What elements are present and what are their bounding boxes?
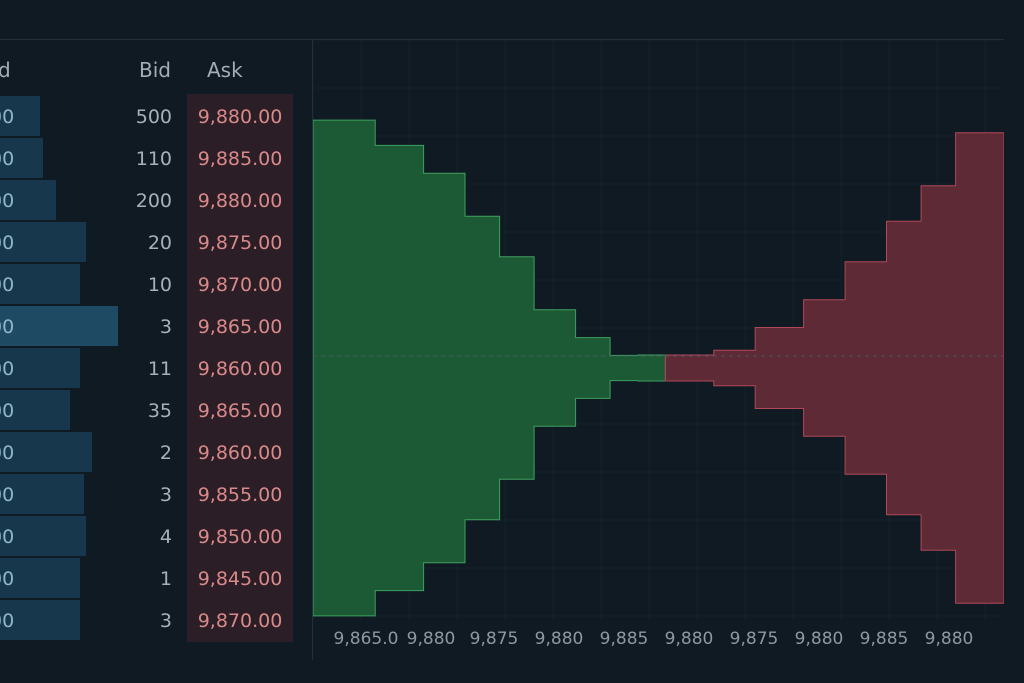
bid-depth-bar <box>0 180 56 220</box>
x-tick-label: 9,880 <box>795 629 844 649</box>
bid-quantity: 11 <box>147 358 172 380</box>
left-value: .00 <box>0 400 15 422</box>
bid-quantity: 35 <box>147 400 172 422</box>
bid-quantity: 10 <box>147 274 172 296</box>
bid-depth-bar <box>0 306 118 346</box>
ask-depth-area <box>664 132 1004 604</box>
left-value: .00 <box>0 274 15 296</box>
left-value: .00 <box>0 190 15 212</box>
bid-depth-bar <box>0 432 92 472</box>
bid-quantity: 200 <box>135 190 172 212</box>
bid-depth-bar <box>0 348 80 388</box>
left-value: .00 <box>0 232 15 254</box>
order-book-row[interactable]: .00 500 9,880.00 <box>0 96 300 138</box>
x-tick-label: 9,880 <box>407 629 456 649</box>
left-value: .00 <box>0 568 15 590</box>
ask-price: 9,885.00 <box>197 148 283 170</box>
x-tick-label: 9,885 <box>860 629 909 649</box>
bid-depth-bar <box>0 138 43 178</box>
order-book-row[interactable]: .00 2 9,860.00 <box>0 432 300 474</box>
left-value: .00 <box>0 148 15 170</box>
bid-quantity: 1 <box>159 568 172 590</box>
ask-price: 9,880.00 <box>197 190 283 212</box>
order-book-row[interactable]: .00 1 9,845.00 <box>0 558 300 600</box>
left-value: .00 <box>0 442 15 464</box>
order-book-row[interactable]: .00 35 9,865.00 <box>0 390 300 432</box>
left-value: .00 <box>0 358 15 380</box>
ask-price: 9,860.00 <box>197 442 283 464</box>
x-tick-label: 9,885 <box>600 629 649 649</box>
ask-price: 9,850.00 <box>197 526 283 548</box>
bid-quantity: 3 <box>159 484 172 506</box>
order-book-row[interactable]: .00 3 9,865.00 <box>0 306 300 348</box>
x-tick-label: 9,875 <box>730 629 779 649</box>
left-value: .00 <box>0 316 15 338</box>
bid-quantity: 3 <box>159 610 172 632</box>
ask-price: 9,865.00 <box>197 400 283 422</box>
x-tick-label: 9,875 <box>470 629 519 649</box>
bid-depth-bar <box>0 222 86 262</box>
bid-depth-bar <box>0 96 40 136</box>
x-tick-label: 9,880 <box>535 629 584 649</box>
ask-price: 9,880.00 <box>197 106 283 128</box>
ask-price: 9,855.00 <box>197 484 283 506</box>
bid-quantity: 3 <box>159 316 172 338</box>
left-value: .00 <box>0 610 15 632</box>
order-book-row[interactable]: .00 10 9,870.00 <box>0 264 300 306</box>
ask-price: 9,860.00 <box>197 358 283 380</box>
ask-price: 9,870.00 <box>197 610 283 632</box>
bid-quantity: 110 <box>135 148 172 170</box>
ask-price: 9,845.00 <box>197 568 283 590</box>
order-book-row[interactable]: .00 200 9,880.00 <box>0 180 300 222</box>
left-value: .00 <box>0 484 15 506</box>
x-tick-label: 9,880 <box>665 629 714 649</box>
bid-depth-bar <box>0 390 70 430</box>
ask-price: 9,865.00 <box>197 316 283 338</box>
order-book-row[interactable]: .00 11 9,860.00 <box>0 348 300 390</box>
order-book-row[interactable]: .00 4 9,850.00 <box>0 516 300 558</box>
bid-depth-bar <box>0 600 80 640</box>
bid-quantity: 4 <box>159 526 172 548</box>
bid-depth-bar <box>0 264 80 304</box>
order-book-row[interactable]: .00 110 9,885.00 <box>0 138 300 180</box>
bid-column-header: Bid <box>139 58 171 82</box>
left-value: .00 <box>0 526 15 548</box>
bid-depth-bar <box>0 474 84 514</box>
left-value: .00 <box>0 106 15 128</box>
bid-depth-bar <box>0 516 86 556</box>
bid-quantity: 2 <box>159 442 172 464</box>
ask-column-header: Ask <box>207 58 243 82</box>
bid-quantity: 500 <box>135 106 172 128</box>
order-book-row[interactable]: .00 3 9,855.00 <box>0 474 300 516</box>
ask-column-background <box>187 94 293 642</box>
x-tick-label: 9,865.0 <box>334 629 399 649</box>
left-column-header: d <box>0 58 11 82</box>
order-book-row[interactable]: .00 3 9,870.00 <box>0 600 300 642</box>
order-book-row[interactable]: .00 20 9,875.00 <box>0 222 300 264</box>
bid-depth-area <box>313 119 666 617</box>
ask-price: 9,875.00 <box>197 232 283 254</box>
depth-chart: 9,865.0 9,880 9,875 9,880 9,885 9,880 9,875 9,8… <box>313 40 1004 649</box>
bid-depth-bar <box>0 558 80 598</box>
x-tick-label: 9,880 <box>925 629 974 649</box>
bid-quantity: 20 <box>147 232 172 254</box>
ask-price: 9,870.00 <box>197 274 283 296</box>
